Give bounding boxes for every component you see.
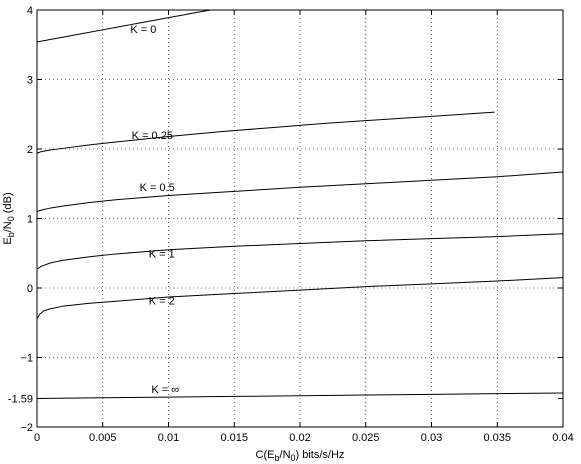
series-line (36, 171, 564, 213)
series-label: K = 0 (130, 24, 156, 36)
y-tick-label: −2 (20, 422, 33, 434)
grid-lines (37, 10, 563, 427)
y-tick-label: 3 (27, 75, 33, 87)
y-tick-label: 4 (27, 5, 33, 17)
series-label: K = 0.25 (132, 130, 173, 142)
y-axis-label: Eb/N0 (dB) (2, 192, 16, 244)
y-tick-label: -1.59 (8, 394, 33, 406)
x-tick-label: 0.04 (552, 432, 573, 444)
x-tick-label: 0 (34, 432, 40, 444)
series-label: K = 1 (149, 248, 175, 260)
series-line (36, 9, 211, 43)
series-labels: K = 0 K = 0.25 K = 0.5 K = 1 K = 2 K = ∞ (130, 24, 179, 396)
x-tick-label: 0.01 (158, 432, 179, 444)
x-tick-label: 0.035 (483, 432, 511, 444)
y-tick-label: 0 (27, 283, 33, 295)
series-line (36, 392, 564, 399)
x-tick-label: 0.005 (89, 432, 117, 444)
x-tick-label: 0.015 (220, 432, 248, 444)
x-axis-label: C(Eb/N0) bits/s/Hz (256, 449, 345, 463)
x-tick-label: 0.025 (352, 432, 380, 444)
y-tick-label: 1 (27, 214, 33, 226)
y-tick-label: 2 (27, 144, 33, 156)
series-label: K = ∞ (151, 384, 179, 396)
series-line (36, 233, 564, 270)
series-line (36, 111, 495, 154)
x-tick-label: 0.02 (289, 432, 310, 444)
series-label: K = 2 (149, 296, 175, 308)
y-tick-label: −1 (20, 353, 33, 365)
axis-ticks: 0 0.005 0.01 0.015 0.02 0.025 0.03 0.035 0.04 −2 -… (8, 5, 574, 444)
series-curves (36, 9, 564, 399)
series-label: K = 0.5 (140, 182, 175, 194)
series-line (36, 277, 564, 319)
x-tick-label: 0.03 (421, 432, 442, 444)
